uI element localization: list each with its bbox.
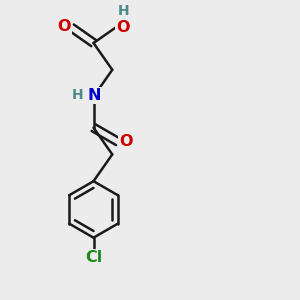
Text: O: O [116, 20, 130, 35]
Text: N: N [88, 88, 101, 103]
Text: H: H [117, 4, 129, 18]
Text: H: H [71, 88, 83, 102]
Text: Cl: Cl [85, 250, 102, 266]
Text: O: O [57, 19, 71, 34]
Text: O: O [120, 134, 133, 149]
